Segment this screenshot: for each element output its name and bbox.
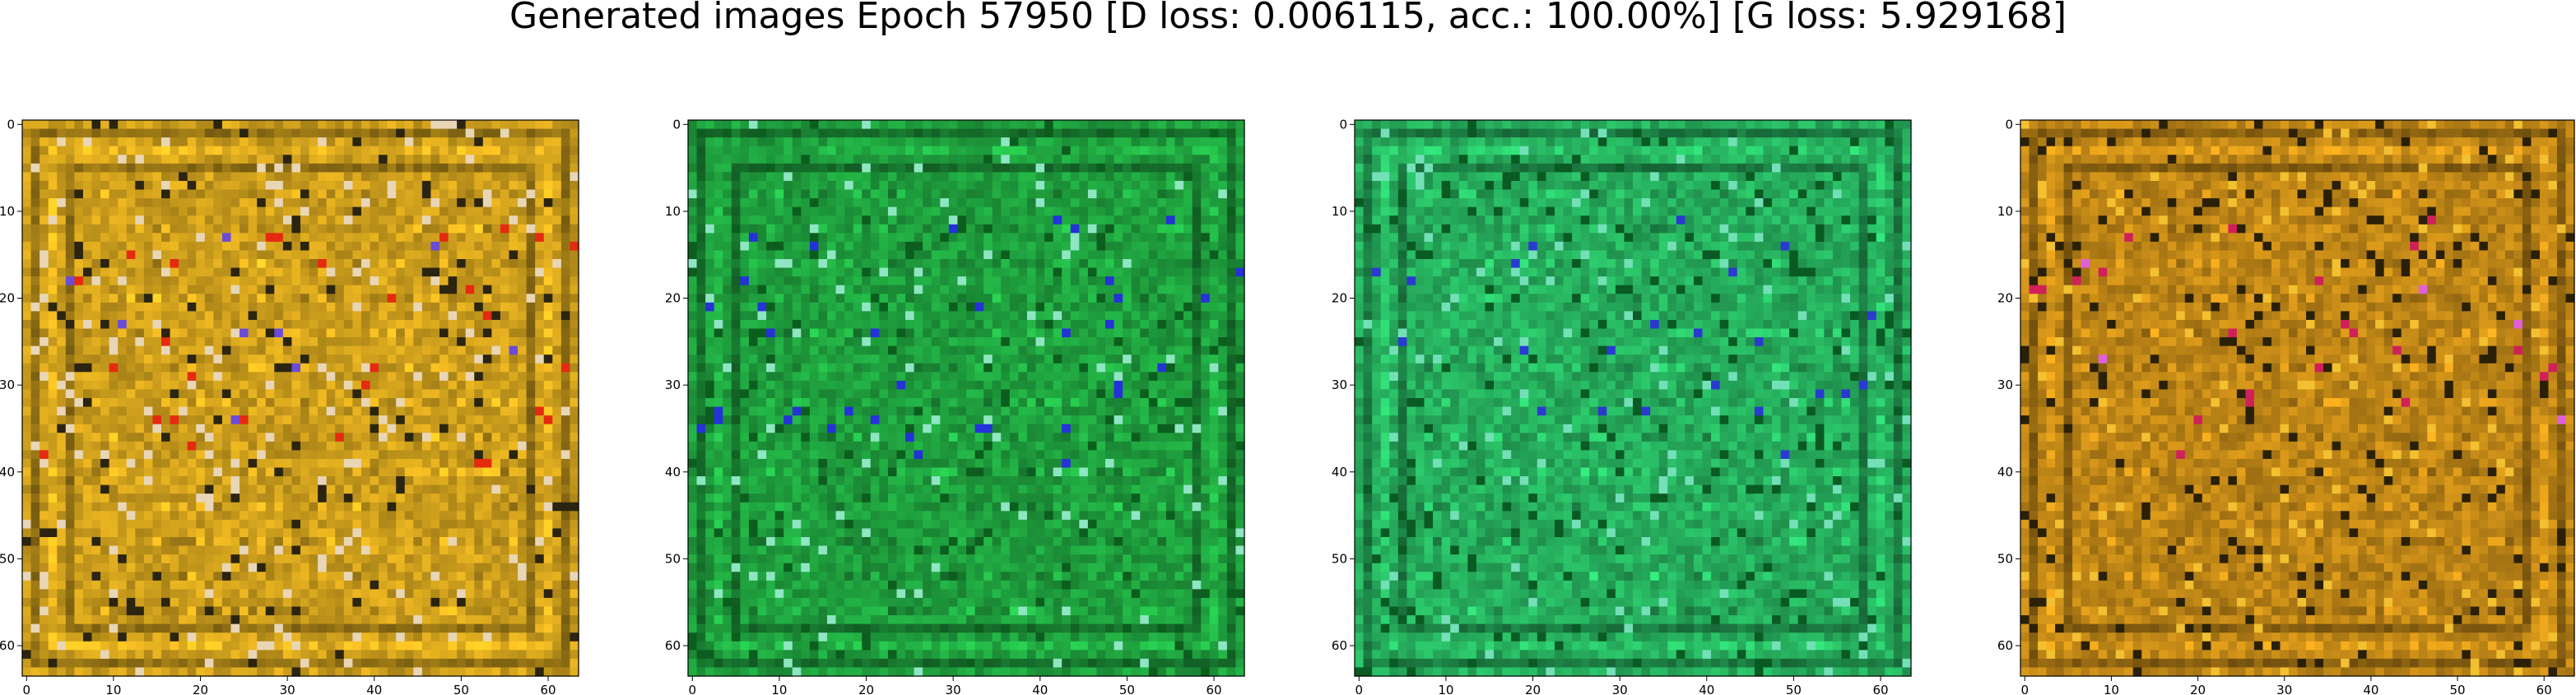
y-tick-60: 60 (1332, 638, 1355, 653)
subplot-2: 0 10 20 30 40 50 60 0 10 20 30 40 50 60 (665, 117, 1245, 695)
y-tick-30: 30 (665, 378, 688, 392)
x-tick-10: 10 (1438, 676, 1453, 695)
x-tick-10: 10 (2104, 676, 2119, 695)
svg-text:50: 50 (453, 683, 469, 695)
y-tick-10: 10 (1997, 204, 2020, 219)
y-tick-0: 0 (1339, 117, 1355, 132)
y-tick-50: 50 (665, 551, 688, 566)
x-tick-60: 60 (1206, 676, 1222, 695)
x-tick-40: 40 (366, 676, 382, 695)
y-tick-0: 0 (2005, 117, 2020, 132)
image-1 (22, 120, 579, 677)
svg-text:40: 40 (366, 683, 382, 695)
x-tick-20: 20 (2190, 676, 2206, 695)
y-tick-30: 30 (0, 378, 22, 392)
y-tick-10: 10 (0, 204, 22, 219)
svg-text:20: 20 (193, 683, 208, 695)
y-tick-10: 10 (1332, 204, 1355, 219)
subplot-1: 0 10 20 30 40 50 60 0 10 20 30 40 50 60 (0, 117, 579, 695)
svg-text:0: 0 (7, 117, 15, 132)
svg-text:60: 60 (540, 683, 556, 695)
x-tick-10: 10 (105, 676, 121, 695)
y-tick-20: 20 (1332, 291, 1355, 306)
x-tick-50: 50 (1786, 676, 1802, 695)
x-tick-0: 0 (1355, 676, 1363, 695)
x-tick-50: 50 (2449, 676, 2466, 695)
y-tick-20: 20 (665, 291, 688, 306)
y-tick-30: 30 (1332, 378, 1355, 392)
x-tick-20: 20 (1525, 676, 1541, 695)
x-tick-30: 30 (1612, 676, 1628, 695)
y-tick-50: 50 (0, 551, 22, 566)
svg-text:40: 40 (0, 465, 15, 480)
svg-text:10: 10 (0, 204, 15, 219)
subplot-3: 0 10 20 30 40 50 60 0 10 20 30 40 50 60 (1332, 117, 1912, 695)
x-tick-50: 50 (453, 676, 469, 695)
x-tick-20: 20 (193, 676, 208, 695)
svg-text:30: 30 (0, 378, 15, 392)
x-tick-30: 30 (946, 676, 961, 695)
y-tick-0: 0 (672, 117, 688, 132)
svg-text:50: 50 (0, 551, 15, 566)
x-tick-60: 60 (2536, 676, 2552, 695)
x-tick-40: 40 (2363, 676, 2378, 695)
x-tick-0: 0 (23, 676, 31, 695)
subplot-4: 0 10 20 30 40 50 60 0 10 20 30 40 50 60 (1997, 117, 2575, 695)
svg-text:60: 60 (0, 638, 15, 653)
y-tick-50: 50 (1332, 551, 1355, 566)
y-tick-30: 30 (1997, 378, 2020, 392)
x-tick-30: 30 (2276, 676, 2292, 695)
y-tick-60: 60 (665, 638, 688, 653)
image-4 (2020, 120, 2575, 677)
axes-frame (21, 119, 579, 677)
x-tick-60: 60 (540, 676, 556, 695)
svg-text:20: 20 (0, 291, 15, 306)
y-tick-60: 60 (1997, 638, 2020, 653)
x-tick-20: 20 (858, 676, 874, 695)
x-tick-40: 40 (1699, 676, 1714, 695)
y-tick-40: 40 (665, 465, 688, 480)
svg-text:0: 0 (23, 683, 31, 695)
figure-title: Generated images Epoch 57950 [D loss: 0.… (509, 0, 2067, 37)
y-tick-20: 20 (1997, 291, 2020, 306)
x-tick-40: 40 (1032, 676, 1048, 695)
axes-frame (687, 119, 1245, 677)
x-tick-0: 0 (689, 676, 696, 695)
svg-text:10: 10 (105, 683, 121, 695)
svg-text:30: 30 (280, 683, 295, 695)
x-tick-10: 10 (771, 676, 787, 695)
axes-frame (1354, 119, 1912, 677)
x-tick-60: 60 (1872, 676, 1889, 695)
image-3 (1355, 120, 1912, 677)
y-tick-20: 20 (0, 291, 22, 306)
x-tick-50: 50 (1119, 676, 1135, 695)
x-tick-30: 30 (280, 676, 295, 695)
y-tick-0: 0 (7, 117, 22, 132)
y-tick-40: 40 (1997, 465, 2020, 480)
axes-frame (2020, 119, 2575, 677)
image-2 (688, 120, 1245, 677)
y-tick-10: 10 (665, 204, 688, 219)
y-tick-40: 40 (0, 465, 22, 480)
y-tick-40: 40 (1332, 465, 1355, 480)
x-tick-0: 0 (2020, 676, 2029, 695)
y-tick-60: 60 (0, 638, 22, 653)
y-tick-50: 50 (1997, 551, 2020, 566)
